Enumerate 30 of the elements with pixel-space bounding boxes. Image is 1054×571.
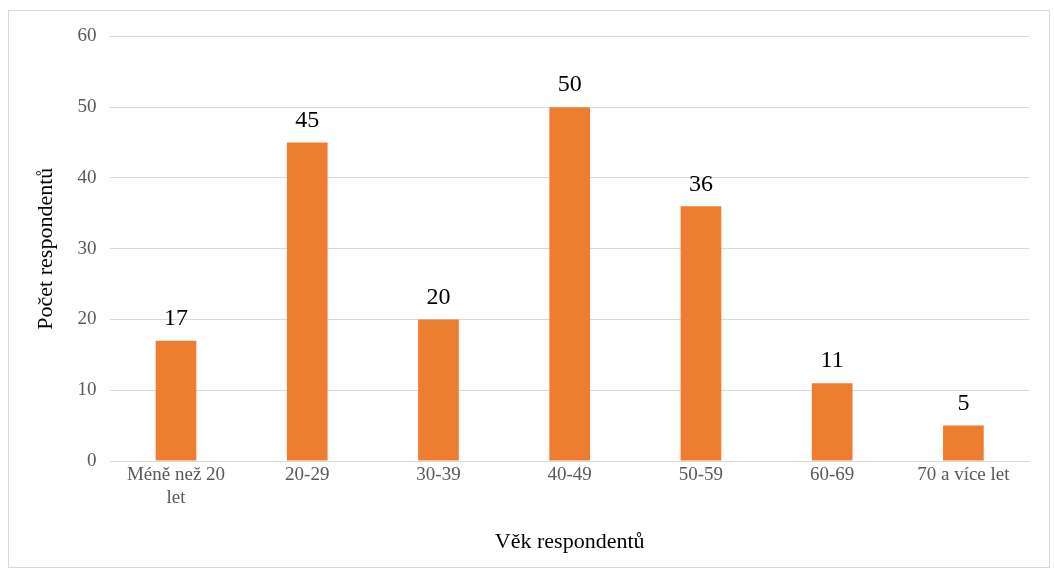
bar: [418, 319, 459, 461]
bar: [943, 425, 984, 461]
data-label: 17: [164, 303, 189, 330]
x-tick-label: 30-39: [416, 463, 461, 485]
data-label: 11: [820, 346, 844, 373]
bar: [811, 383, 853, 461]
y-axis-title: Počet respondentů: [31, 167, 57, 330]
x-tick-label: 40-49: [547, 463, 592, 485]
bar: [286, 142, 328, 461]
y-tick-label: 50: [77, 95, 97, 117]
x-tick-label: Méně než 20 let: [126, 463, 226, 508]
y-tick-label: 20: [77, 307, 97, 329]
data-label: 20: [426, 282, 451, 309]
x-tick-label: 60-69: [809, 463, 855, 485]
bar: [155, 340, 197, 461]
data-label: 5: [957, 388, 970, 415]
x-axis-title: Věk respondentů: [494, 527, 645, 553]
data-label: 50: [557, 70, 582, 97]
x-tick-label: 50-59: [678, 463, 724, 485]
y-tick-label: 30: [77, 236, 97, 258]
data-label: 36: [688, 169, 713, 196]
bar: [549, 107, 591, 461]
data-label: 45: [295, 105, 320, 132]
x-tick-label: 20-29: [285, 463, 330, 485]
bar: [680, 206, 722, 461]
y-tick-label: 0: [86, 448, 97, 470]
x-tick-label: 70 a více let: [917, 463, 1011, 485]
y-tick-label: 60: [77, 24, 97, 46]
y-tick-label: 40: [77, 165, 97, 187]
y-tick-label: 10: [77, 378, 97, 400]
